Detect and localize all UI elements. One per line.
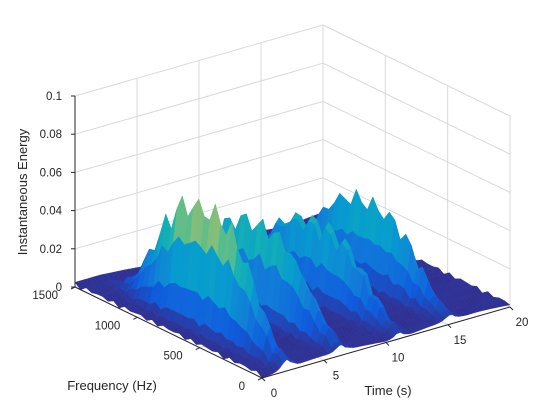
grid-line <box>74 100 324 173</box>
z-tick-label: 0.1 <box>46 91 62 103</box>
y-tick <box>257 377 263 381</box>
z-tick-label: 0.04 <box>40 206 63 218</box>
x-tick <box>447 324 452 329</box>
z-tick-label: 0 <box>56 282 62 294</box>
x-tick <box>509 306 514 311</box>
z-tick-label: 0.08 <box>40 129 62 141</box>
grid-line <box>322 139 511 232</box>
surface-layer <box>74 188 511 379</box>
x-tick-label: 10 <box>392 353 405 365</box>
y-tick-label: 1500 <box>32 290 58 302</box>
grid-line <box>322 62 511 155</box>
y-tick <box>195 347 200 351</box>
y-tick-label: 0 <box>239 381 245 393</box>
x-tick-label: 15 <box>454 335 467 347</box>
grid-line <box>74 24 324 97</box>
x-tick <box>261 377 266 382</box>
x-tick-label: 0 <box>271 388 277 400</box>
y-axis-line <box>74 286 263 379</box>
grid-line <box>322 24 511 117</box>
z-axis-label: Instantaneous Energy <box>15 128 30 255</box>
y-tick <box>133 316 138 320</box>
grid-line <box>74 139 324 212</box>
grid-line <box>74 62 324 135</box>
z-tick-label: 0.02 <box>40 244 62 256</box>
x-tick <box>385 342 390 346</box>
y-tick-label: 500 <box>163 351 182 363</box>
x-tick <box>323 359 328 364</box>
x-axis-label: Time (s) <box>364 383 411 398</box>
x-tick-label: 5 <box>333 370 339 382</box>
y-axis-label: Frequency (Hz) <box>67 378 157 393</box>
y-tick-label: 1000 <box>95 320 121 332</box>
x-tick-label: 20 <box>516 317 529 329</box>
grid-line <box>322 177 511 270</box>
z-tick-label: 0.06 <box>40 167 62 179</box>
grid-line <box>322 100 511 193</box>
